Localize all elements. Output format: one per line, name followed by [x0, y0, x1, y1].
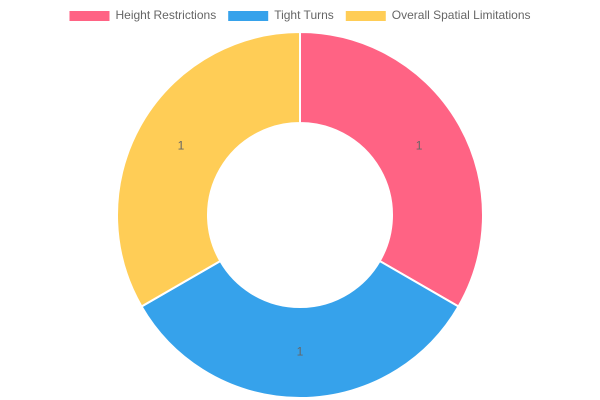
- legend-label: Tight Turns: [274, 8, 334, 22]
- legend-label: Height Restrictions: [115, 8, 216, 22]
- doughnut-segment: [299, 30, 484, 308]
- doughnut-segment: [140, 259, 460, 400]
- data-label: 1: [297, 345, 304, 359]
- doughnut-segment: [116, 30, 301, 308]
- data-label: 1: [416, 138, 423, 152]
- data-label: 1: [178, 138, 185, 152]
- legend: Height Restrictions Tight Turns Overall Sp…: [69, 8, 531, 22]
- legend-swatch: [69, 11, 110, 21]
- legend-swatch: [228, 11, 269, 21]
- legend-label: Overall Spatial Limitations: [392, 8, 531, 22]
- legend-swatch: [345, 11, 386, 21]
